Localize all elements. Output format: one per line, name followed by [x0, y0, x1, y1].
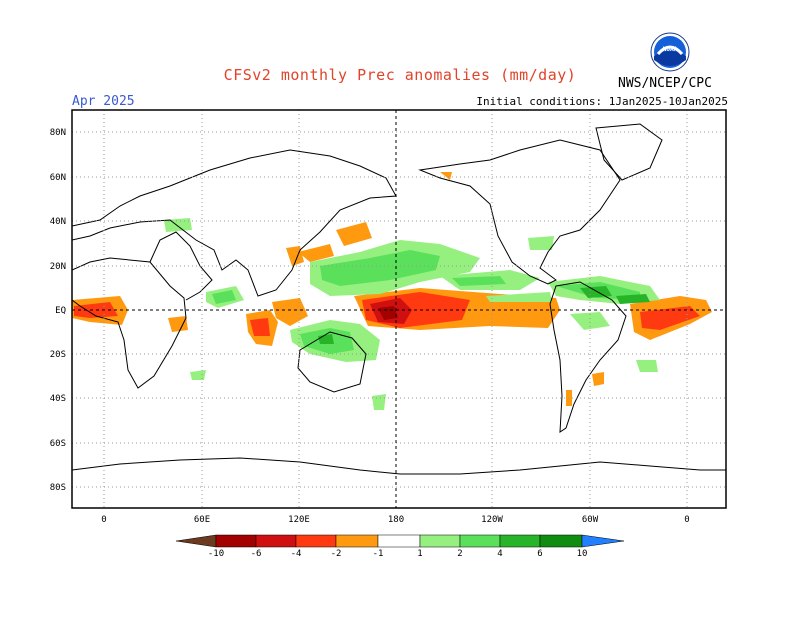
legend-tick-label: 4 — [497, 549, 502, 559]
legend-swatch — [255, 534, 297, 548]
noaa-logo-icon: NOAA — [650, 32, 690, 72]
map-title: CFSv2 monthly Prec anomalies (mm/day) — [223, 66, 577, 84]
legend-colorbar — [175, 534, 625, 548]
lat-label: 80S — [50, 483, 66, 493]
legend-swatch — [419, 534, 461, 548]
legend-swatch — [499, 534, 541, 548]
legend-swatch — [335, 534, 379, 548]
legend-swatch — [459, 534, 501, 548]
legend-swatch — [295, 534, 337, 548]
lat-label: 20S — [50, 350, 66, 360]
lon-labels: 0 60E 120E 180 120W 60W 0 — [101, 515, 689, 525]
agency-label: NWS/NCEP/CPC — [618, 76, 712, 91]
legend-labels: -10 -6 -4 -2 -1 1 2 4 6 10 — [208, 549, 588, 559]
legend-tick-label: 2 — [457, 549, 462, 559]
lat-label: 80N — [50, 128, 66, 138]
legend-tick-label: -10 — [208, 549, 224, 559]
svg-text:NOAA: NOAA — [663, 46, 678, 53]
legend-tick-label: -4 — [291, 549, 302, 559]
legend-tick-label: 6 — [537, 549, 542, 559]
legend-swatch — [175, 534, 217, 548]
lat-label: 60S — [50, 439, 66, 449]
lon-label: 120E — [288, 515, 310, 525]
lon-label: 60W — [582, 515, 599, 525]
legend-tick-label: 10 — [577, 549, 588, 559]
lat-label: 40N — [50, 217, 66, 227]
lat-label: 40S — [50, 394, 66, 404]
forecast-month: Apr 2025 — [72, 94, 135, 109]
strong-wet-anomalies — [318, 286, 650, 344]
lon-label: 0 — [101, 515, 106, 525]
lat-label: EQ — [55, 306, 66, 316]
legend-tick-label: 1 — [417, 549, 422, 559]
legend-swatch — [377, 534, 421, 548]
lat-label: 60N — [50, 173, 66, 183]
lon-label: 60E — [194, 515, 210, 525]
lon-label: 120W — [481, 515, 503, 525]
map-frame — [71, 109, 727, 509]
legend-tick-label: -6 — [251, 549, 262, 559]
lat-label: 20N — [50, 262, 66, 272]
initial-conditions: Initial conditions: 1Jan2025-10Jan2025 — [476, 95, 728, 108]
legend-swatch — [581, 534, 625, 548]
coastlines — [72, 123, 726, 475]
legend-tick-label: -1 — [373, 549, 384, 559]
map-grid — [72, 110, 726, 508]
lat-labels: 80N 60N 40N 20N EQ 20S 40S 60S 80S — [50, 128, 66, 493]
lon-label: 0 — [684, 515, 689, 525]
legend-swatch — [539, 534, 583, 548]
lon-label: 180 — [388, 515, 404, 525]
equator-dateline — [72, 110, 726, 508]
legend-swatch — [215, 534, 257, 548]
legend-tick-label: -2 — [331, 549, 342, 559]
anomaly-field — [72, 172, 712, 410]
